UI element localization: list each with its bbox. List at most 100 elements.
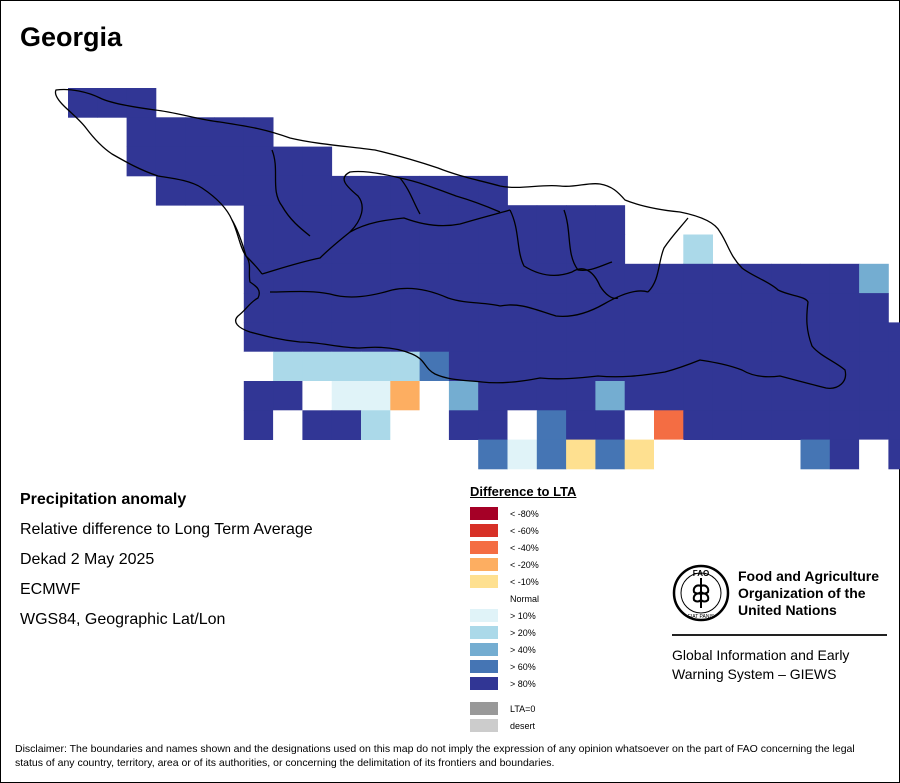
grid-cell: [361, 293, 391, 323]
grid-cell: [507, 322, 538, 353]
region-boundary-7: [563, 209, 613, 272]
grid-cell: [302, 234, 333, 265]
legend-item: > 10%: [470, 607, 576, 624]
grid-cell: [536, 410, 567, 440]
grid-cell: [536, 381, 567, 411]
region-boundary-2: [261, 170, 401, 275]
grid-cell: [771, 381, 801, 411]
grid-cell: [507, 263, 538, 294]
grid-cell: [507, 351, 538, 382]
fao-divider: [672, 634, 887, 636]
legend-swatch: [470, 541, 498, 554]
legend-items: < -80% < -60% < -40% < -20% < -10% Normal > 10…: [470, 505, 576, 734]
grid-cell: [390, 293, 420, 323]
grid-cell: [624, 263, 655, 294]
grid-cell: [419, 322, 450, 353]
grid-cell: [829, 439, 860, 470]
grid-cell: [771, 263, 801, 294]
legend-label: > 10%: [510, 610, 536, 621]
grid-cell: [595, 263, 626, 294]
fao-logo-motto: FIAT PANIS: [688, 614, 715, 620]
grid-cell: [829, 322, 860, 353]
grid-cell: [741, 381, 772, 411]
grid-cell: [683, 351, 713, 382]
grid-cell: [507, 381, 538, 411]
grid-cell: [507, 234, 538, 265]
grid-cell: [478, 322, 508, 353]
grid-cell: [829, 351, 860, 382]
legend-item: < -60%: [470, 522, 576, 539]
legend-label: < -60%: [510, 525, 539, 536]
grid-cell: [859, 439, 889, 470]
info-subtitle: Relative difference to Long Term Average: [20, 521, 313, 538]
grid-cell: [712, 410, 743, 440]
grid-cell: [302, 293, 333, 323]
legend-label: < -20%: [510, 559, 539, 570]
legend-label: > 40%: [510, 644, 536, 655]
grid-cell: [68, 88, 98, 118]
grid-cell: [273, 293, 303, 323]
grid-cell: [390, 175, 420, 206]
grid-cell: [566, 322, 596, 353]
fao-name-line1: Food and Agriculture: [738, 568, 880, 584]
grid-cell: [595, 234, 626, 265]
grid-cell: [888, 439, 900, 470]
grid-cell: [771, 293, 801, 323]
region-boundary-6: [509, 209, 619, 300]
grid-cell: [654, 439, 684, 470]
grid-cell: [712, 293, 743, 323]
legend-item: > 20%: [470, 624, 576, 641]
grid-cell: [243, 146, 274, 177]
grid-cell: [185, 146, 215, 177]
legend-title: Difference to LTA: [470, 484, 577, 499]
grid-cell: [654, 293, 684, 323]
grid-cell: [478, 439, 508, 470]
grid-cell: [302, 351, 333, 382]
grid-cell: [331, 205, 362, 235]
grid-cell: [243, 175, 274, 206]
legend-item: > 60%: [470, 658, 576, 675]
grid-cell: [419, 263, 450, 294]
region-boundary-1: [271, 149, 311, 237]
grid-cell: [361, 351, 391, 382]
grid-cell: [448, 381, 479, 411]
grid-cell: [331, 234, 362, 265]
grid-cell: [624, 381, 655, 411]
grid-cell: [419, 351, 450, 382]
grid-cell: [331, 175, 362, 206]
grid-cell: [829, 263, 860, 294]
grid-cell: [273, 146, 303, 177]
grid-cell: [273, 322, 303, 353]
grid-cell: [419, 175, 450, 206]
grid-cell: [243, 205, 274, 235]
grid-cell: [390, 410, 420, 440]
legend-label: > 20%: [510, 627, 536, 638]
grid-cell: [566, 234, 596, 265]
grid-cell: [624, 322, 655, 353]
abkhazia-boundary: [231, 219, 263, 275]
grid-cell: [302, 381, 333, 411]
grid-cell: [243, 410, 274, 440]
grid-cell: [185, 117, 215, 147]
legend-swatch: [470, 702, 498, 715]
grid-cell: [624, 439, 655, 470]
south-ossetia-boundary: [399, 177, 501, 213]
grid-cell: [419, 205, 450, 235]
grid-cell: [273, 351, 303, 382]
giews-label: Global Information and Early Warning Sys…: [672, 646, 900, 684]
grid-cell: [243, 381, 274, 411]
fao-logo-text: FAO: [693, 569, 709, 578]
legend-item: < -10%: [470, 573, 576, 590]
grid-cell: [829, 410, 860, 440]
legend-swatch: [470, 719, 498, 732]
grid-cell: [536, 439, 567, 470]
grid-cell: [185, 175, 215, 206]
grid-cell: [566, 439, 596, 470]
grid-cell: [771, 322, 801, 353]
grid-cell: [829, 293, 860, 323]
legend-swatch: [470, 524, 498, 537]
grid-cell: [859, 410, 889, 440]
fao-name-line2: Organization of the: [738, 585, 866, 601]
country-boundaries: [54, 88, 847, 389]
